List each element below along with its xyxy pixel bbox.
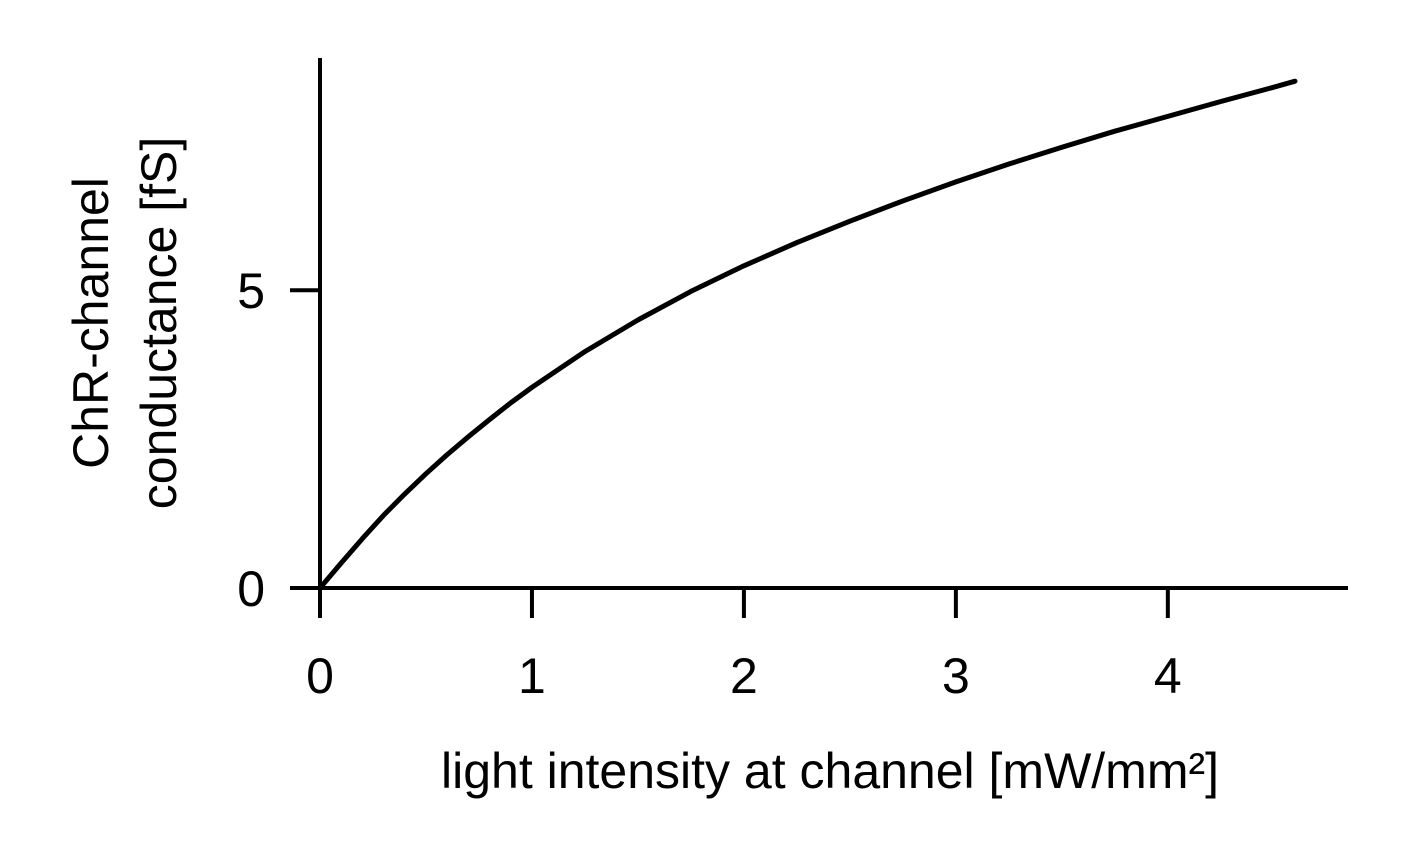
y-axis-label-line-1: ChR-channel (63, 177, 119, 469)
x-tick-label: 2 (730, 648, 758, 704)
x-tick-label: 4 (1154, 648, 1182, 704)
series-line-1 (317, 78, 1298, 591)
x-tick-label: 3 (942, 648, 970, 704)
x-tick-label: 1 (518, 648, 546, 704)
x-axis-label: light intensity at channel [mW/mm²] (441, 743, 1219, 799)
y-axis-label-group: ChR-channel conductance [fS] (63, 137, 187, 509)
x-tick-label: 0 (306, 648, 334, 704)
y-tick-label: 0 (237, 561, 265, 617)
y-tick-label: 5 (237, 263, 265, 319)
y-axis-label-line-2: conductance [fS] (131, 137, 187, 509)
plot-area: 0 1 2 3 4 0 5 (237, 58, 1348, 704)
